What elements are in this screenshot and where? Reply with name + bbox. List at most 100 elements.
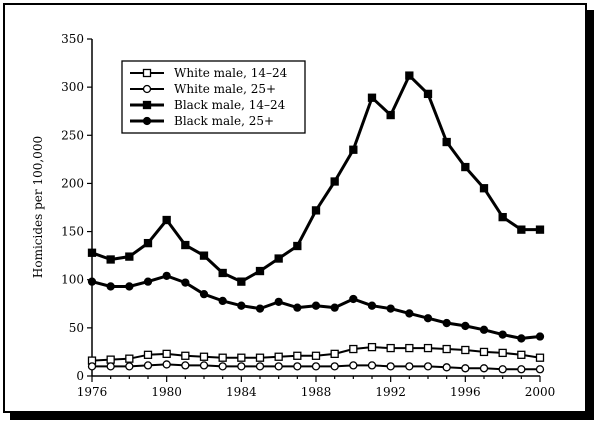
legend-marker bbox=[142, 116, 152, 126]
legend-label: White male, 25+ bbox=[174, 82, 276, 96]
data-point bbox=[405, 343, 414, 353]
data-point bbox=[162, 349, 171, 359]
y-tick-label: 0 bbox=[76, 369, 84, 383]
data-point bbox=[162, 360, 171, 369]
chart-frame: 0 50 100 150 200 250 300 350 1976 1980 1984 1988 199… bbox=[3, 3, 587, 413]
data-point bbox=[535, 365, 545, 374]
data-point bbox=[386, 110, 395, 120]
x-tick-label: 1984 bbox=[226, 385, 257, 399]
legend: White male, 14–24 White male, 25+ Black ma… bbox=[121, 60, 306, 134]
legend-label: Black male, 25+ bbox=[174, 114, 274, 128]
data-point bbox=[442, 344, 451, 354]
legend-label: Black male, 14–24 bbox=[174, 98, 286, 112]
data-point bbox=[274, 352, 283, 361]
data-point bbox=[479, 347, 489, 357]
data-point bbox=[293, 303, 302, 312]
data-point bbox=[498, 348, 507, 358]
data-point bbox=[461, 162, 470, 172]
data-point bbox=[162, 271, 171, 281]
data-point bbox=[125, 354, 134, 363]
data-point bbox=[330, 349, 339, 359]
data-point bbox=[330, 303, 339, 312]
series-markers bbox=[87, 71, 545, 374]
data-point bbox=[125, 252, 134, 261]
data-point bbox=[423, 362, 433, 371]
data-point bbox=[218, 296, 227, 306]
data-point bbox=[199, 361, 209, 370]
data-point bbox=[498, 330, 507, 339]
data-point bbox=[255, 362, 265, 371]
data-point bbox=[330, 177, 339, 186]
data-point bbox=[274, 297, 283, 307]
data-point bbox=[106, 362, 115, 371]
data-point bbox=[125, 362, 134, 371]
data-point bbox=[479, 184, 489, 193]
data-point bbox=[405, 71, 414, 80]
data-point bbox=[461, 321, 470, 331]
y-tick-label: 150 bbox=[61, 225, 84, 239]
data-point bbox=[311, 206, 321, 215]
data-point bbox=[386, 304, 395, 313]
x-tick-label: 1996 bbox=[450, 385, 481, 399]
data-point bbox=[349, 145, 358, 154]
legend-marker bbox=[142, 100, 152, 110]
data-point bbox=[349, 344, 358, 354]
data-point bbox=[293, 362, 302, 371]
data-point bbox=[311, 301, 321, 310]
data-point bbox=[367, 93, 377, 102]
data-point bbox=[237, 277, 246, 286]
data-point bbox=[255, 266, 265, 276]
data-point bbox=[181, 240, 190, 250]
data-point bbox=[181, 351, 190, 360]
data-point bbox=[293, 241, 302, 251]
data-point bbox=[330, 362, 339, 371]
legend-marker bbox=[142, 84, 152, 94]
legend-marker bbox=[142, 68, 152, 78]
data-point bbox=[199, 352, 209, 361]
data-point bbox=[143, 238, 153, 248]
data-point bbox=[218, 362, 227, 371]
y-tick-label: 350 bbox=[61, 32, 84, 46]
data-point bbox=[461, 345, 470, 355]
data-point bbox=[255, 304, 265, 313]
data-point bbox=[423, 343, 433, 353]
y-axis-label: Homicides per 100,000 bbox=[31, 136, 45, 278]
data-point bbox=[517, 225, 526, 234]
data-point bbox=[367, 361, 377, 370]
y-tick-label: 300 bbox=[61, 80, 84, 94]
axes: 0 50 100 150 200 250 300 350 1976 1980 1984 1988 199… bbox=[61, 32, 555, 399]
y-tick-label: 50 bbox=[69, 321, 84, 335]
data-point bbox=[498, 212, 507, 222]
y-tick-label: 250 bbox=[61, 128, 84, 142]
data-point bbox=[87, 277, 97, 286]
line-chart: 0 50 100 150 200 250 300 350 1976 1980 1984 1988 199… bbox=[31, 32, 555, 399]
x-tick-label: 1992 bbox=[375, 385, 406, 399]
data-point bbox=[349, 294, 358, 304]
data-point bbox=[405, 309, 414, 318]
data-point bbox=[517, 334, 526, 343]
data-point bbox=[87, 248, 97, 257]
data-point bbox=[405, 362, 414, 371]
data-point bbox=[479, 364, 489, 373]
data-point bbox=[349, 361, 358, 370]
data-point bbox=[311, 351, 321, 360]
data-point bbox=[199, 251, 209, 260]
data-point bbox=[199, 290, 209, 299]
data-point bbox=[367, 301, 377, 310]
data-point bbox=[87, 362, 97, 371]
data-point bbox=[181, 278, 190, 287]
data-point bbox=[106, 255, 115, 264]
data-point bbox=[143, 361, 153, 370]
data-point bbox=[274, 254, 283, 263]
x-tick-label: 1988 bbox=[301, 385, 332, 399]
data-point bbox=[125, 282, 134, 291]
x-tick-label: 1980 bbox=[151, 385, 182, 399]
data-point bbox=[181, 361, 190, 370]
y-tick-label: 200 bbox=[61, 176, 84, 190]
data-point bbox=[106, 355, 115, 364]
data-point bbox=[535, 225, 545, 234]
data-point bbox=[423, 89, 433, 99]
data-point bbox=[517, 365, 526, 374]
data-point bbox=[423, 314, 433, 323]
data-point bbox=[479, 325, 489, 334]
